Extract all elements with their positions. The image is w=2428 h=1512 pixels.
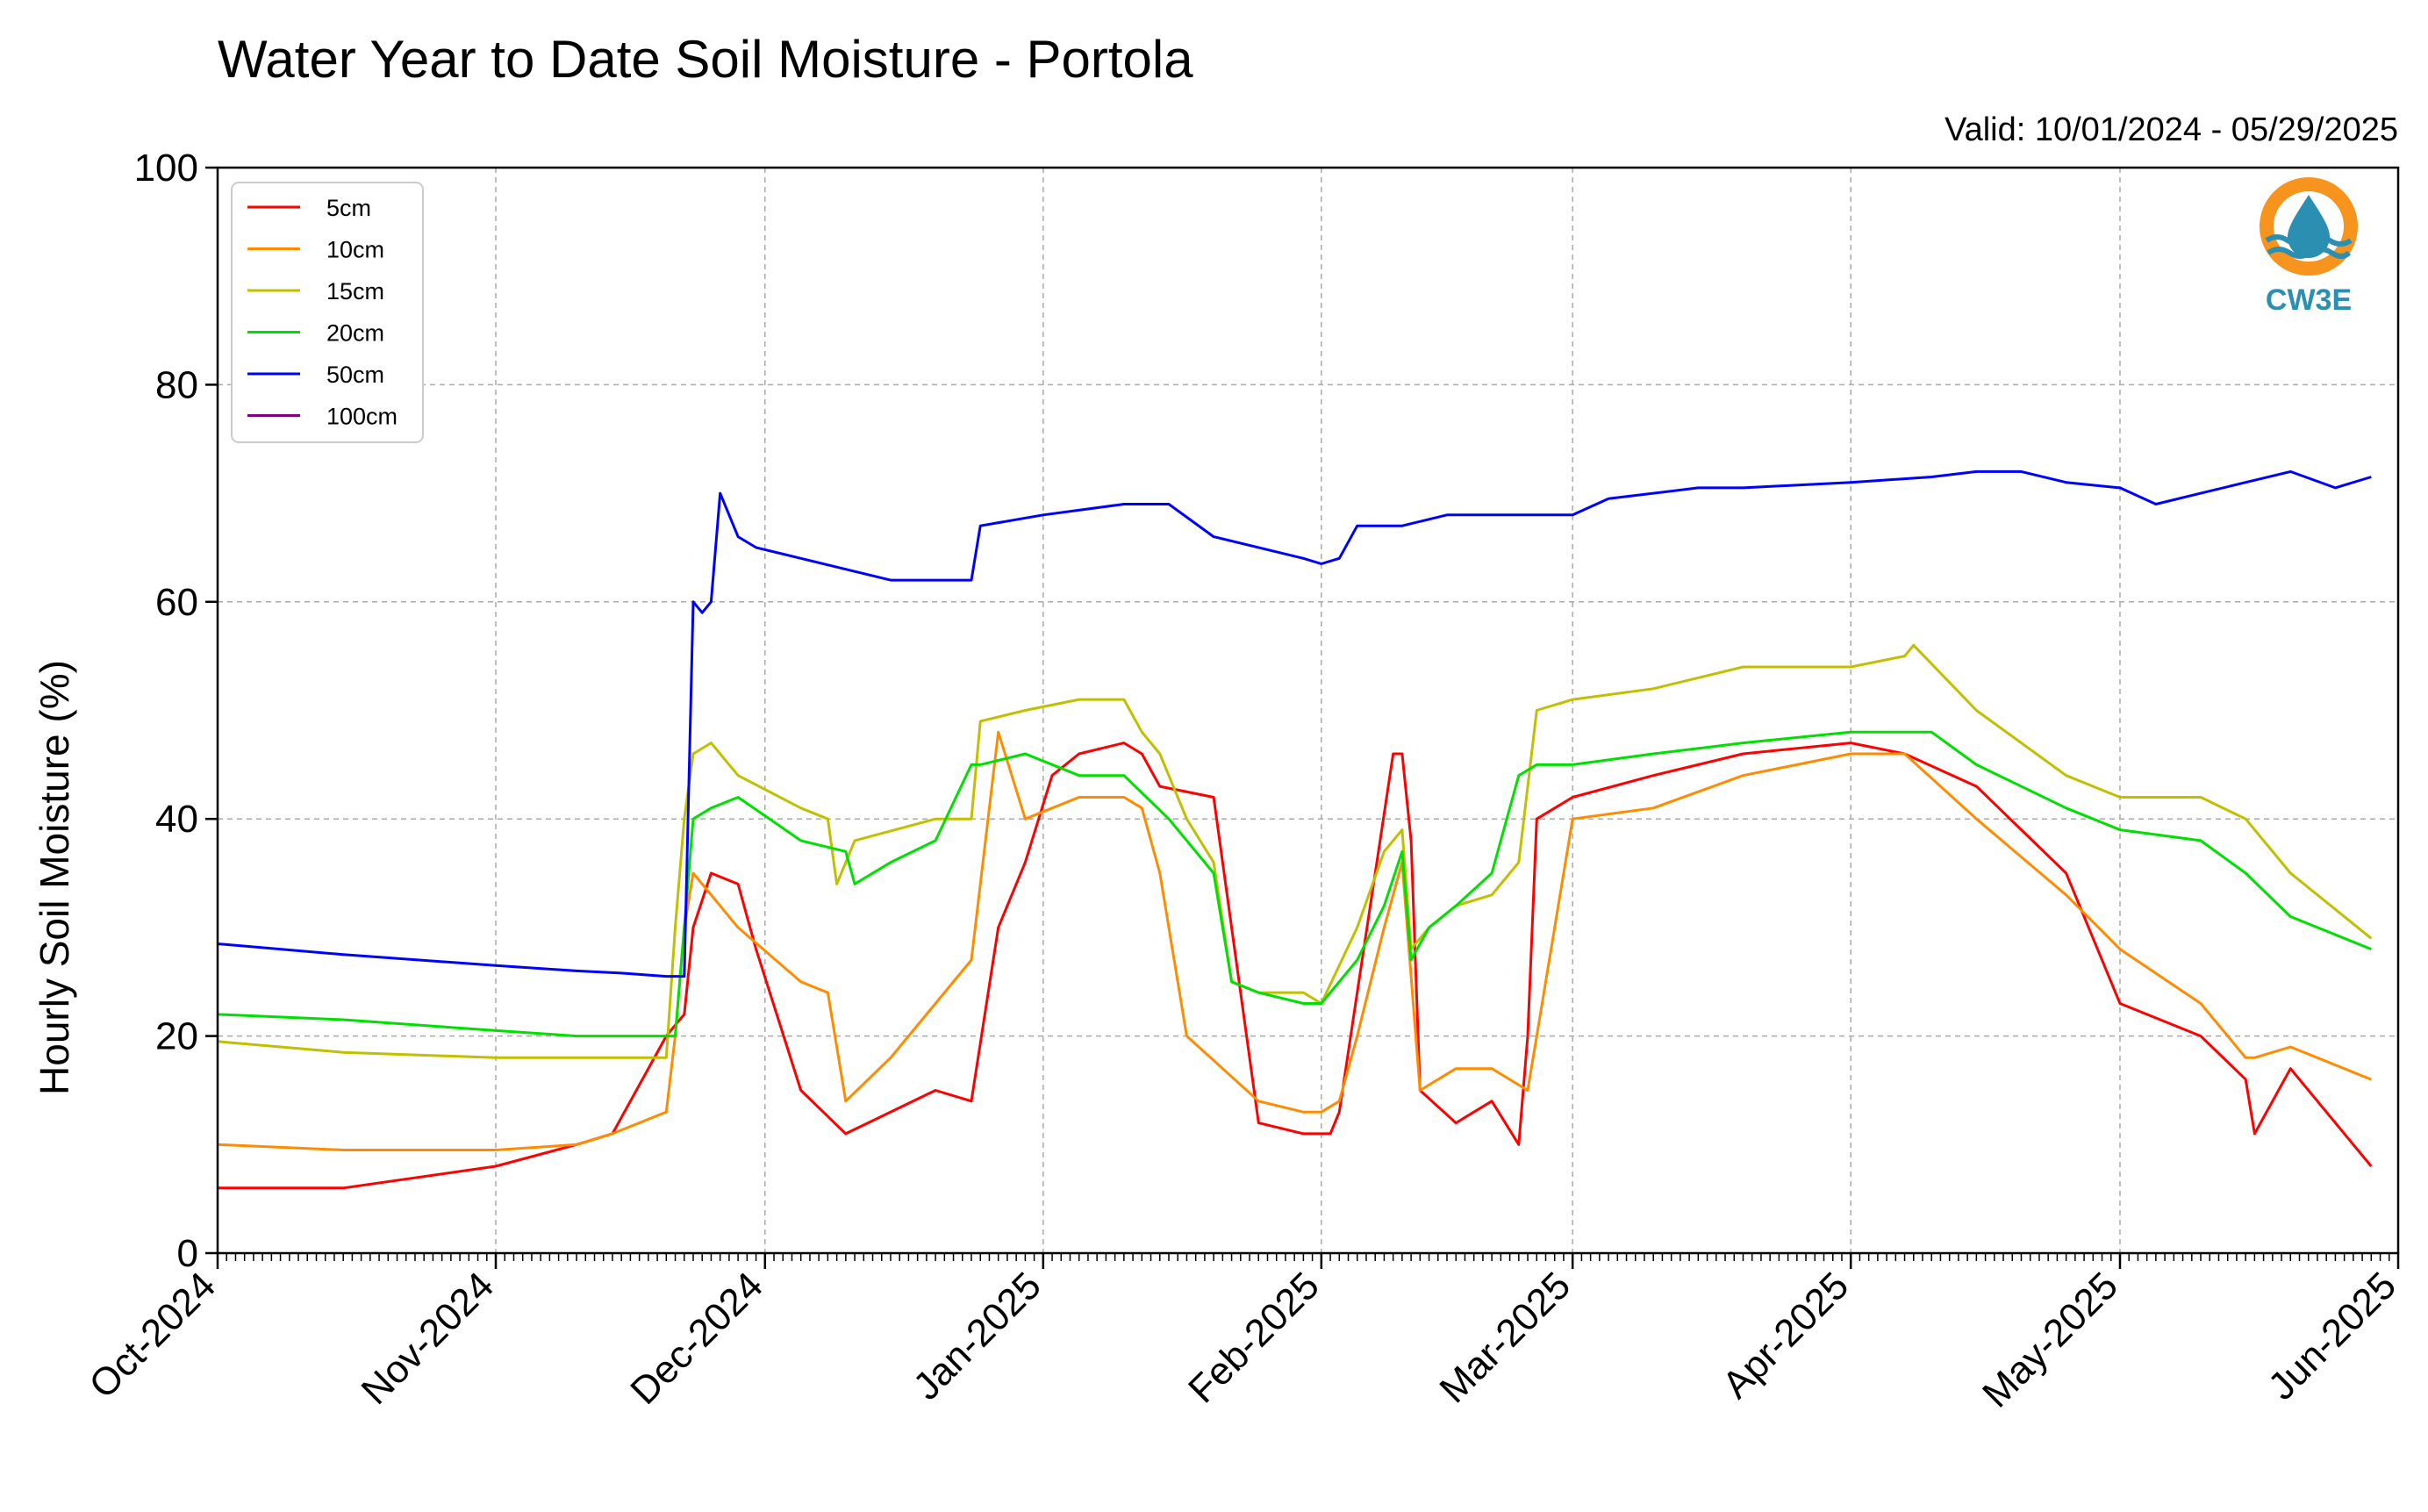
plot-frame	[216, 166, 2400, 1255]
legend-label: 20cm	[326, 320, 384, 347]
y-tick-label: 0	[177, 1232, 198, 1275]
series-group	[217, 469, 2373, 1190]
x-tick-label: Dec-2024	[622, 1264, 771, 1413]
y-tick-label: 60	[155, 581, 198, 624]
series-line-10cm	[217, 730, 2372, 1151]
x-minor-ticks	[217, 1253, 2399, 1261]
y-tick-label: 100	[134, 147, 198, 190]
x-tick-label: Apr-2025	[1715, 1264, 1858, 1407]
legend-label: 50cm	[326, 362, 384, 388]
x-tick-label: Nov-2024	[354, 1264, 503, 1413]
x-tick-label: Jun-2025	[2260, 1264, 2404, 1408]
x-tick-label: Jan-2025	[906, 1264, 1049, 1408]
y-tick-label: 40	[155, 798, 198, 841]
grid-lines	[218, 168, 2398, 1253]
legend: 5cm 10cm 15cm 20cm 50cm 100cm	[231, 182, 424, 443]
logo-wave	[2265, 234, 2353, 247]
logo-text: CW3E	[2266, 283, 2352, 317]
legend-label: 10cm	[326, 237, 384, 263]
x-tick-label: Oct-2024	[81, 1264, 224, 1407]
x-tick-label: Feb-2025	[1180, 1264, 1328, 1411]
series-line-20cm	[217, 730, 2372, 1038]
legend-label: 15cm	[326, 278, 384, 305]
chart-title: Water Year to Date Soil Moisture - Porto…	[218, 30, 1193, 89]
cw3e-logo: CW3E	[2260, 177, 2358, 317]
y-tick-label: 20	[155, 1015, 198, 1058]
series-line-5cm	[218, 742, 2373, 1190]
series-line-50cm	[217, 469, 2372, 978]
y-axis: 0 20 40 60 80 100	[134, 147, 218, 1275]
y-tick-label: 80	[155, 363, 198, 406]
x-tick-label: May-2025	[1974, 1264, 2126, 1415]
y-axis-label: Hourly Soil Moisture (%)	[32, 660, 77, 1095]
legend-label: 5cm	[326, 195, 371, 221]
x-tick-label: Mar-2025	[1431, 1264, 1579, 1411]
logo-wave-2	[2267, 247, 2352, 259]
x-axis: Oct-2024 Nov-2024 Dec-2024 Jan-2025 Feb-2025…	[81, 1253, 2404, 1415]
plot-area	[218, 168, 2398, 1253]
logo-ring	[2260, 177, 2358, 276]
chart-subtitle: Valid: 10/01/2024 - 05/29/2025	[1945, 111, 2398, 148]
legend-label: 100cm	[326, 404, 398, 430]
